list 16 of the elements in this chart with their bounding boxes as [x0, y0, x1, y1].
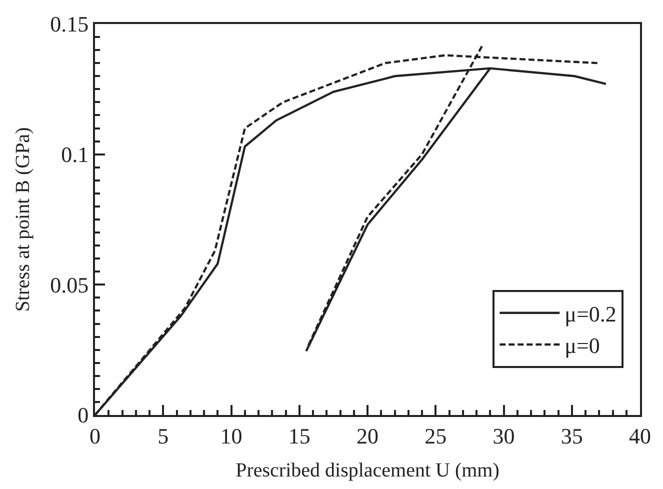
x-tick-label: 15: [288, 423, 310, 448]
y-axis-title: Stress at point B (GPa): [12, 127, 34, 312]
y-tick-label: 0.1: [61, 142, 89, 168]
legend-label: μ=0.2: [564, 301, 616, 326]
legend-label: μ=0: [564, 333, 600, 358]
x-axis-title: Prescribed displacement U (mm): [236, 459, 500, 482]
x-tick-label: 20: [356, 423, 378, 448]
x-tick-label: 40: [629, 423, 651, 448]
y-tick-label: 0: [78, 402, 89, 428]
x-tick-label: 25: [424, 423, 447, 448]
x-tick-label: 30: [492, 423, 515, 448]
x-tick-label: 5: [158, 423, 169, 448]
y-tick-label: 0.15: [50, 12, 89, 37]
y-tick-label: 0.05: [50, 272, 89, 298]
x-tick-label: 10: [220, 423, 242, 448]
x-tick-label: 35: [560, 423, 583, 448]
